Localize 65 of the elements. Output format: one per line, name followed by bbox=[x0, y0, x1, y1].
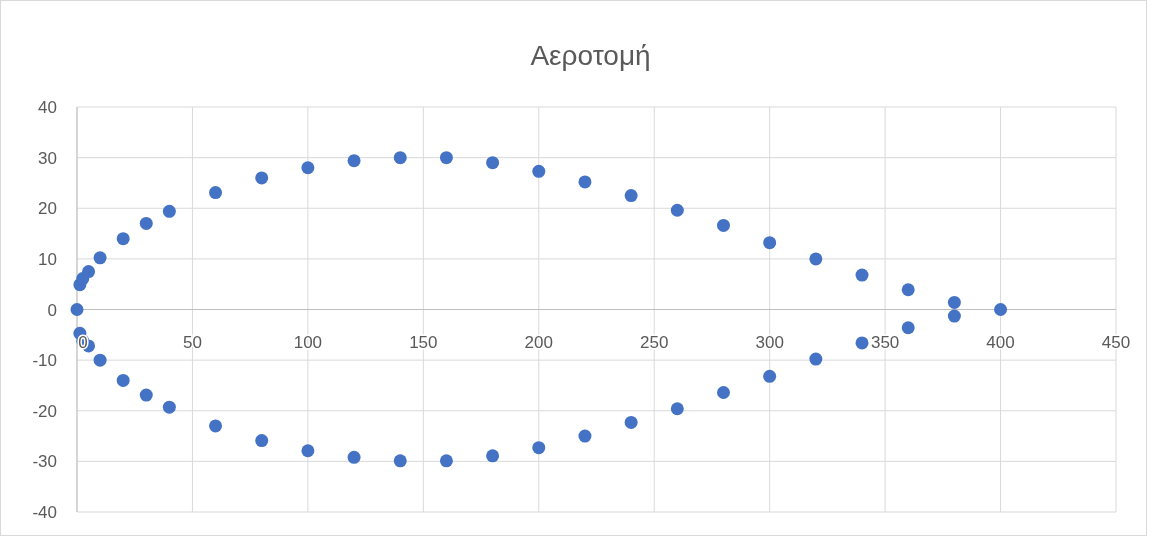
point bbox=[255, 171, 269, 185]
y-tick-label: 40 bbox=[38, 98, 57, 117]
point bbox=[670, 402, 684, 416]
point bbox=[486, 449, 500, 463]
point bbox=[162, 204, 176, 218]
point bbox=[716, 386, 730, 400]
point bbox=[763, 369, 777, 383]
y-tick-label: 10 bbox=[38, 249, 57, 269]
point bbox=[578, 429, 592, 443]
point bbox=[624, 415, 638, 429]
point bbox=[439, 454, 453, 468]
point bbox=[486, 156, 500, 170]
point bbox=[532, 164, 546, 178]
point bbox=[347, 154, 361, 168]
x-tick-label: 350 bbox=[870, 332, 900, 352]
point bbox=[209, 186, 223, 200]
point bbox=[763, 236, 777, 250]
point bbox=[139, 216, 153, 230]
point bbox=[393, 151, 407, 165]
y-tick-label: -20 bbox=[32, 401, 57, 421]
point bbox=[855, 336, 869, 350]
y-tick-label: 30 bbox=[38, 148, 57, 168]
point bbox=[624, 189, 638, 203]
point bbox=[209, 419, 223, 433]
x-tick-label: 150 bbox=[409, 332, 438, 352]
point bbox=[670, 203, 684, 217]
point bbox=[947, 309, 961, 323]
point bbox=[347, 450, 361, 464]
x-tick-label: 300 bbox=[755, 332, 784, 352]
point bbox=[93, 251, 107, 265]
point bbox=[139, 388, 153, 402]
point bbox=[255, 434, 269, 448]
chart-title: Αεροτομή bbox=[530, 40, 651, 71]
point bbox=[439, 151, 453, 165]
point bbox=[855, 268, 869, 282]
point bbox=[947, 295, 961, 309]
point bbox=[301, 161, 315, 175]
x-tick-label: 100 bbox=[293, 332, 323, 352]
point bbox=[93, 353, 107, 367]
y-tick-label: -40 bbox=[32, 503, 57, 522]
point bbox=[116, 232, 130, 246]
y-tick-label: 20 bbox=[38, 199, 57, 219]
point bbox=[578, 175, 592, 189]
point bbox=[82, 265, 96, 279]
point bbox=[809, 252, 823, 266]
y-tick-label: 0 bbox=[47, 300, 57, 320]
point bbox=[994, 303, 1008, 316]
point bbox=[301, 444, 315, 458]
x-tick-label: 450 bbox=[1101, 332, 1131, 352]
x-tick-label: 50 bbox=[182, 332, 202, 352]
point bbox=[901, 283, 915, 297]
point bbox=[70, 303, 84, 316]
x-tick-label: 250 bbox=[640, 332, 669, 352]
point bbox=[162, 400, 176, 414]
point bbox=[901, 321, 915, 335]
point bbox=[393, 454, 407, 468]
point bbox=[532, 441, 546, 455]
point bbox=[716, 218, 730, 232]
x-tick-label: 400 bbox=[986, 332, 1015, 352]
x-tick-label: 200 bbox=[524, 332, 553, 352]
y-tick-label: -30 bbox=[32, 452, 57, 472]
point bbox=[809, 352, 823, 366]
x-tick-label: 0 bbox=[78, 332, 88, 352]
y-tick-label: -10 bbox=[32, 351, 57, 371]
point bbox=[116, 373, 130, 387]
